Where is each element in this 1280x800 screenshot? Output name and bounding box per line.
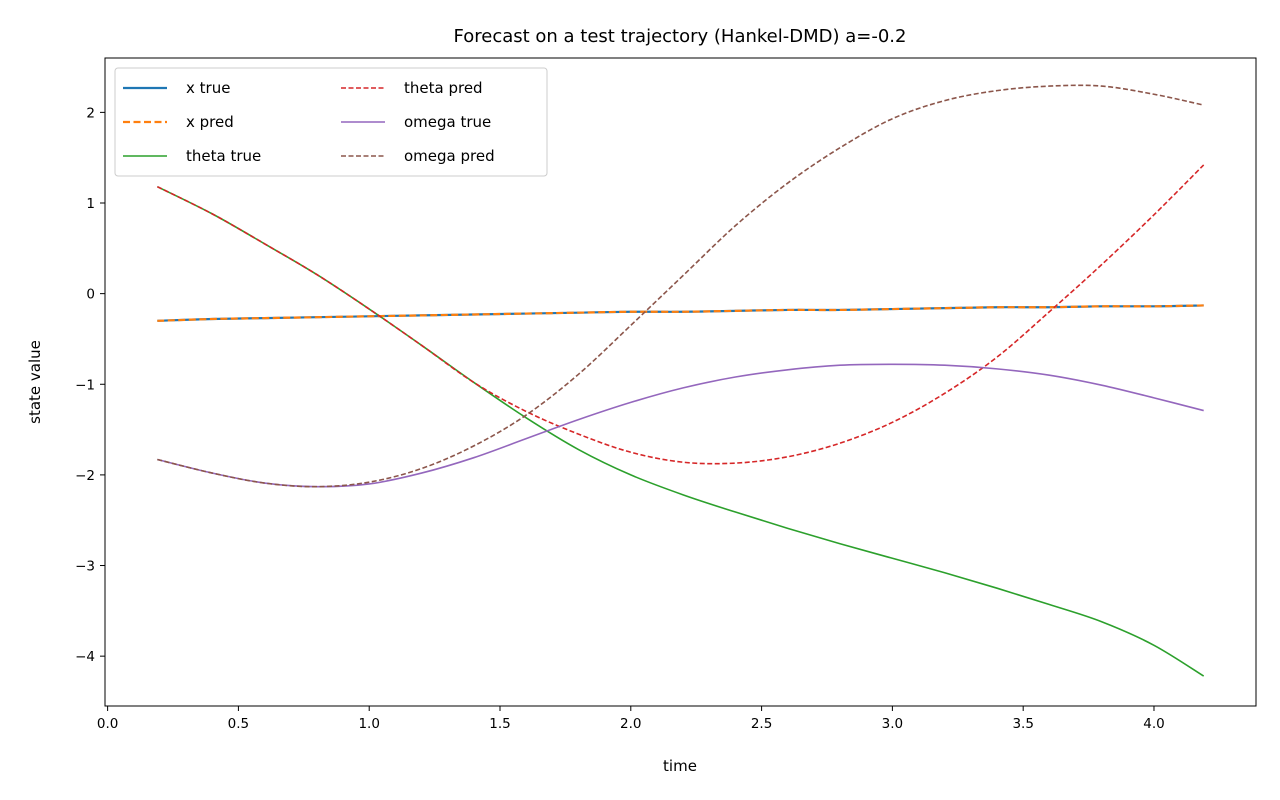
legend-label: x pred [186, 113, 234, 131]
y-axis: 2 1 0 −1 −2 −3 −4 [75, 105, 105, 665]
x-tick-label: 1.5 [489, 716, 510, 732]
x-axis-label: time [663, 757, 697, 775]
y-tick-label: 1 [86, 196, 95, 212]
y-tick-label: 2 [86, 105, 95, 121]
legend-label: x true [186, 79, 230, 97]
y-tick-label: 0 [86, 287, 95, 303]
y-tick-label: −4 [75, 649, 95, 665]
x-tick-label: 3.5 [1012, 716, 1033, 732]
x-tick-label: 0.5 [228, 716, 249, 732]
series-layer [156, 84, 1205, 677]
legend-entry-x-pred: x pred [123, 113, 234, 131]
x-axis: 0.0 0.5 1.0 1.5 2.0 2.5 3.0 3.5 4.0 [97, 706, 1165, 732]
x-tick-label: 0.0 [97, 716, 118, 732]
y-axis-label: state value [26, 340, 44, 424]
legend-entry-omega-true: omega true [341, 113, 491, 131]
legend-box [114, 67, 548, 177]
legend-label: omega true [404, 113, 491, 131]
plot-area [104, 57, 1257, 707]
legend-label: omega pred [404, 147, 495, 165]
series-line-x-pred [157, 304, 1204, 322]
x-tick-label: 4.0 [1143, 716, 1164, 732]
y-tick-label: −1 [75, 377, 95, 393]
legend-entry-theta-pred: theta pred [341, 79, 483, 97]
legend-entry-x-true: x true [123, 79, 230, 97]
x-tick-label: 2.5 [751, 716, 772, 732]
chart-title: Forecast on a test trajectory (Hankel-DM… [454, 26, 907, 47]
x-tick-label: 3.0 [882, 716, 903, 732]
plot-frame [104, 57, 1257, 707]
series-line-omega-true [157, 363, 1204, 488]
y-tick-label: −3 [75, 559, 95, 575]
legend-entry-omega-pred: omega pred [341, 147, 495, 165]
x-tick-label: 1.0 [358, 716, 379, 732]
y-tick-label: −2 [75, 468, 95, 484]
series-line-omega-pred [157, 84, 1204, 488]
legend-label: theta pred [404, 79, 483, 97]
legend-entry-theta-true: theta true [123, 147, 261, 165]
x-tick-label: 2.0 [620, 716, 641, 732]
series-line-theta-pred [156, 164, 1205, 465]
legend: x true x pred theta true theta pred omega tr… [114, 67, 548, 177]
series-line-theta-true [156, 185, 1205, 677]
legend-label: theta true [186, 147, 261, 165]
